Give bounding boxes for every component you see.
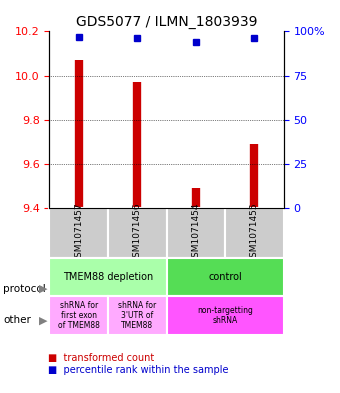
Text: ▶: ▶ [39,315,48,325]
Text: ■  transformed count: ■ transformed count [48,353,154,363]
Bar [50,208,108,257]
Bar [108,296,167,335]
Text: control: control [208,272,242,282]
Bar [167,208,225,257]
Text: other: other [3,315,31,325]
Text: shRNA for
first exon
of TMEM88: shRNA for first exon of TMEM88 [58,301,100,331]
Text: GSM1071455: GSM1071455 [250,202,259,263]
Text: ▶: ▶ [39,284,48,294]
Text: non-targetting
shRNA: non-targetting shRNA [197,306,253,325]
Bar [167,296,284,335]
Text: TMEM88 depletion: TMEM88 depletion [63,272,153,282]
Text: shRNA for
3'UTR of
TMEM88: shRNA for 3'UTR of TMEM88 [118,301,156,331]
Bar [50,257,167,296]
Title: GDS5077 / ILMN_1803939: GDS5077 / ILMN_1803939 [76,15,257,29]
Bar [225,208,284,257]
Text: GSM1071457: GSM1071457 [74,202,83,263]
Text: GSM1071454: GSM1071454 [191,202,200,263]
Bar [50,296,108,335]
Text: protocol: protocol [3,284,46,294]
Text: ■  percentile rank within the sample: ■ percentile rank within the sample [48,365,228,375]
Bar [108,208,167,257]
Bar [167,257,284,296]
Text: GSM1071456: GSM1071456 [133,202,142,263]
